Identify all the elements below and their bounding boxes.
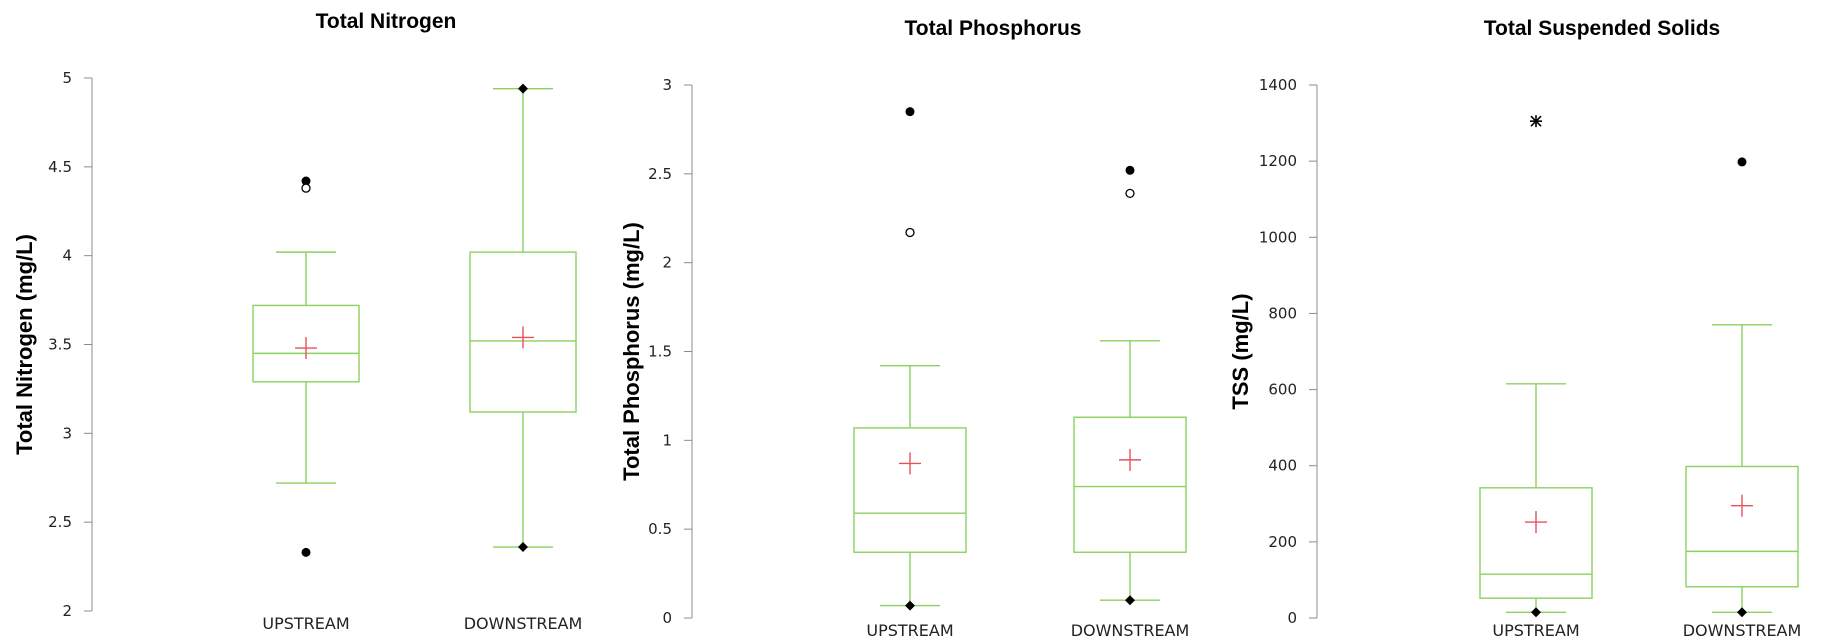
box-upstream xyxy=(1479,115,1593,618)
asterisk-stroke xyxy=(1530,115,1542,127)
outlier-point xyxy=(1737,157,1747,167)
y-tick-label: 3 xyxy=(62,424,72,442)
box-iqr xyxy=(252,304,360,383)
chart-title: Total Nitrogen xyxy=(316,10,457,33)
category-label: UPSTREAM xyxy=(1492,621,1579,640)
y-axis-label: Total Nitrogen (mg/L) xyxy=(12,234,37,455)
y-tick-label: 1 xyxy=(662,431,672,449)
y-axis-label: TSS (mg/L) xyxy=(1228,293,1253,409)
box-downstream xyxy=(1073,165,1187,606)
chart-panel-2: Total Phosphorus Total Phosphorus (mg/L) 0… xyxy=(619,17,1189,640)
box-upstream xyxy=(252,176,360,557)
outlier-point xyxy=(1125,188,1135,199)
y-tick-label: 3.5 xyxy=(48,336,72,354)
outlier-point xyxy=(301,183,311,193)
category-label: DOWNSTREAM xyxy=(1683,621,1802,640)
box-iqr xyxy=(853,427,967,553)
outlier-point xyxy=(1125,165,1135,175)
y-tick-label: 2 xyxy=(62,602,72,620)
category-label: UPSTREAM xyxy=(262,614,349,633)
chart-panel-3: Total Suspended Solids TSS (mg/L) 0 200 400 6… xyxy=(1228,17,1801,640)
y-tick-label: 400 xyxy=(1268,457,1297,475)
box-downstream xyxy=(469,83,577,553)
category-label: DOWNSTREAM xyxy=(464,614,583,633)
box-iqr xyxy=(1073,416,1187,553)
minmax-marker xyxy=(1531,607,1541,618)
category-label: UPSTREAM xyxy=(866,621,953,640)
outlier-point xyxy=(1530,115,1542,128)
outlier-point xyxy=(301,547,311,557)
y-tick-label: 0 xyxy=(662,609,672,627)
y-tick-label: 0.5 xyxy=(648,520,672,538)
y-tick-label: 1200 xyxy=(1259,152,1297,170)
chart-title: Total Suspended Solids xyxy=(1484,17,1720,40)
y-tick-label: 200 xyxy=(1268,533,1297,551)
box-iqr xyxy=(1479,487,1593,599)
y-tick-label: 2 xyxy=(662,254,672,272)
chart-panel-1: Total Nitrogen Total Nitrogen (mg/L) 2 2.5 3… xyxy=(12,10,582,633)
minmax-marker xyxy=(905,600,915,611)
minmax-marker xyxy=(518,542,528,553)
box-iqr xyxy=(469,251,577,413)
y-tick-label: 1000 xyxy=(1259,228,1297,246)
outlier-point xyxy=(905,227,915,238)
y-tick-label: 2.5 xyxy=(48,513,72,531)
category-label: DOWNSTREAM xyxy=(1071,621,1190,640)
box-downstream xyxy=(1685,157,1799,618)
minmax-marker xyxy=(518,83,528,94)
y-tick-label: 800 xyxy=(1268,304,1297,322)
y-tick-label: 1400 xyxy=(1259,76,1297,94)
y-tick-label: 600 xyxy=(1268,381,1297,399)
y-tick-label: 0 xyxy=(1287,609,1297,627)
minmax-marker xyxy=(1737,607,1747,618)
box-iqr xyxy=(1685,465,1799,588)
y-tick-label: 4.5 xyxy=(48,158,72,176)
outlier-point xyxy=(301,176,311,186)
y-tick-label: 3 xyxy=(662,76,672,94)
y-tick-label: 2.5 xyxy=(648,165,672,183)
y-tick-label: 5 xyxy=(62,69,72,87)
y-tick-label: 4 xyxy=(62,247,72,265)
outlier-point xyxy=(905,107,915,117)
box-upstream xyxy=(853,107,967,611)
minmax-marker xyxy=(1125,595,1135,606)
chart-title: Total Phosphorus xyxy=(905,17,1082,40)
y-tick-label: 1.5 xyxy=(648,343,672,361)
y-axis-label: Total Phosphorus (mg/L) xyxy=(619,222,644,481)
